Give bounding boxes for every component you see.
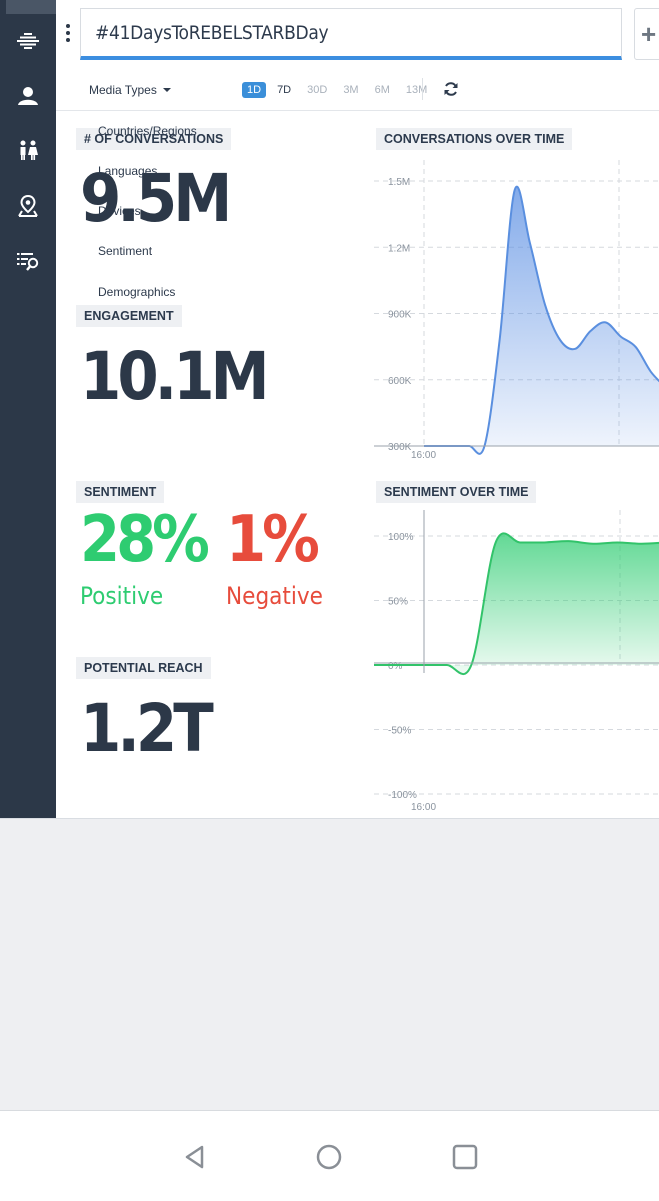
conversations-chart-title: CONVERSATIONS OVER TIME — [376, 128, 572, 150]
sidebar-top-tab[interactable] — [6, 0, 56, 14]
y-tick-label: -100% — [388, 790, 417, 801]
menu-item-countries[interactable]: Countries/Regions — [98, 124, 197, 138]
x-tick-label: 16:00 — [411, 450, 436, 461]
y-tick-label: 900K — [388, 310, 412, 321]
sentiment-chart-svg: 100%50%0%-50%-100%16:00 — [374, 510, 659, 818]
search-query: #41DaysToREBELSTARBDay — [95, 22, 328, 44]
y-tick-label: 1.5M — [388, 177, 410, 188]
search-input[interactable]: #41DaysToREBELSTARBDay — [80, 8, 622, 60]
y-tick-label: 100% — [388, 532, 414, 543]
range-13m[interactable]: 13M — [401, 82, 432, 98]
sentiment-label: SENTIMENT — [76, 481, 164, 503]
range-3m[interactable]: 3M — [338, 82, 363, 98]
range-6m[interactable]: 6M — [370, 82, 395, 98]
people-icon[interactable] — [12, 135, 44, 167]
home-icon[interactable] — [315, 1143, 343, 1171]
refresh-icon[interactable] — [442, 80, 460, 98]
recents-icon[interactable] — [451, 1143, 479, 1171]
add-button[interactable]: + — [634, 8, 659, 60]
system-nav-bar — [0, 1110, 659, 1201]
sidebar — [0, 0, 56, 818]
menu-item-devices[interactable]: Devices — [98, 204, 141, 218]
positive-value: 28% — [80, 503, 206, 577]
positive-label: Positive — [80, 582, 163, 610]
logo-icon[interactable] — [12, 24, 44, 56]
negative-value: 1% — [226, 503, 316, 577]
menu-item-sentiment[interactable]: Sentiment — [98, 244, 152, 258]
map-pin-icon[interactable] — [12, 190, 44, 222]
reach-value: 1.2T — [80, 690, 210, 767]
negative-label: Negative — [226, 582, 323, 610]
person-icon[interactable] — [12, 80, 44, 112]
series-area — [424, 187, 659, 454]
y-tick-label: 50% — [388, 597, 408, 608]
time-range-selector: 1D 7D 30D 3M 6M 13M — [242, 82, 432, 98]
y-tick-label: 600K — [388, 376, 412, 387]
y-tick-label: -50% — [388, 726, 411, 737]
toolbar: Media Types 1D 7D 30D 3M 6M 13M — [56, 62, 659, 111]
range-1d[interactable]: 1D — [242, 82, 266, 98]
plus-icon: + — [641, 19, 656, 50]
caret-down-icon — [163, 88, 171, 92]
sentiment-chart-title: SENTIMENT OVER TIME — [376, 481, 536, 503]
range-30d[interactable]: 30D — [302, 82, 332, 98]
back-icon[interactable] — [181, 1143, 209, 1171]
range-7d[interactable]: 7D — [272, 82, 296, 98]
engagement-label: ENGAGEMENT — [76, 305, 182, 327]
menu-item-demographics[interactable]: Demographics — [98, 285, 175, 299]
menu-item-languages[interactable]: Languages — [98, 164, 157, 178]
toolbar-divider — [422, 78, 423, 100]
y-tick-label: 1.2M — [388, 243, 410, 254]
reach-label: POTENTIAL REACH — [76, 657, 211, 679]
engagement-value: 10.1M — [80, 338, 266, 415]
y-tick-label: 300K — [388, 442, 412, 453]
series-area — [374, 533, 659, 674]
sentiment-chart: 100%50%0%-50%-100%16:00 — [374, 510, 659, 818]
app-window: #41DaysToREBELSTARBDay + Media Types 1D … — [0, 0, 659, 819]
more-options-icon[interactable] — [63, 24, 73, 48]
media-types-dropdown[interactable]: Media Types — [89, 83, 171, 97]
media-types-label: Media Types — [89, 83, 157, 97]
x-tick-label: 16:00 — [411, 802, 436, 813]
search-list-icon[interactable] — [12, 245, 44, 277]
